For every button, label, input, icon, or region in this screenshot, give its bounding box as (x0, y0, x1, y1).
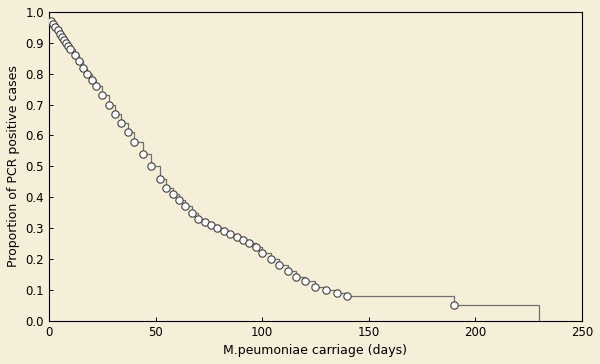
Point (104, 102, 113, 107)
Point (311, 284, 320, 290)
Point (49, 21, 58, 27)
Point (78, 64, 88, 70)
Point (59, 37, 69, 43)
Point (266, 256, 275, 262)
Point (61, 40, 71, 46)
Point (46, 18, 56, 24)
Point (64, 43, 73, 49)
Y-axis label: Proportion of PCR positive cases: Proportion of PCR positive cases (7, 66, 20, 267)
Point (168, 191, 178, 197)
Point (206, 222, 216, 228)
Point (251, 244, 260, 249)
Point (193, 216, 203, 222)
Point (226, 231, 235, 237)
Point (97, 92, 107, 98)
Point (212, 225, 222, 231)
Point (57, 34, 67, 40)
Point (161, 185, 171, 191)
Point (322, 287, 331, 293)
Point (138, 151, 148, 157)
Point (187, 210, 197, 215)
Point (219, 228, 229, 234)
Point (155, 176, 164, 182)
Point (257, 250, 267, 256)
Point (292, 274, 301, 280)
Point (332, 290, 341, 296)
Point (65, 46, 75, 52)
Point (55, 31, 64, 36)
Point (130, 139, 139, 145)
Point (181, 203, 190, 209)
Point (74, 59, 83, 64)
Point (87, 77, 97, 83)
Point (449, 302, 459, 308)
Point (245, 241, 254, 246)
Point (238, 237, 248, 243)
Point (300, 278, 310, 284)
Point (123, 130, 133, 135)
Point (116, 120, 126, 126)
X-axis label: M.peumoniae carriage (days): M.peumoniae carriage (days) (223, 344, 407, 357)
Point (283, 268, 293, 274)
Point (91, 83, 101, 89)
Point (274, 262, 284, 268)
Point (146, 163, 156, 169)
Point (70, 52, 79, 58)
Point (110, 111, 120, 117)
Point (53, 28, 62, 33)
Point (232, 234, 241, 240)
Point (174, 197, 184, 203)
Point (50, 24, 60, 30)
Point (83, 71, 92, 76)
Point (343, 293, 352, 299)
Point (200, 219, 209, 225)
